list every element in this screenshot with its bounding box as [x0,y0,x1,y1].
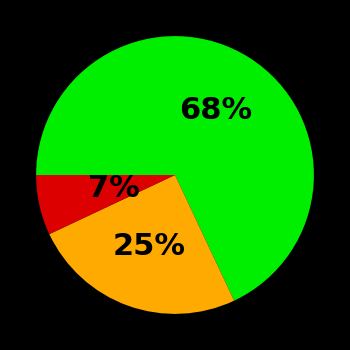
Wedge shape [36,175,175,234]
Wedge shape [36,36,314,301]
Text: 25%: 25% [113,232,186,261]
Text: 68%: 68% [179,96,252,125]
Text: 7%: 7% [88,174,140,203]
Wedge shape [49,175,234,314]
